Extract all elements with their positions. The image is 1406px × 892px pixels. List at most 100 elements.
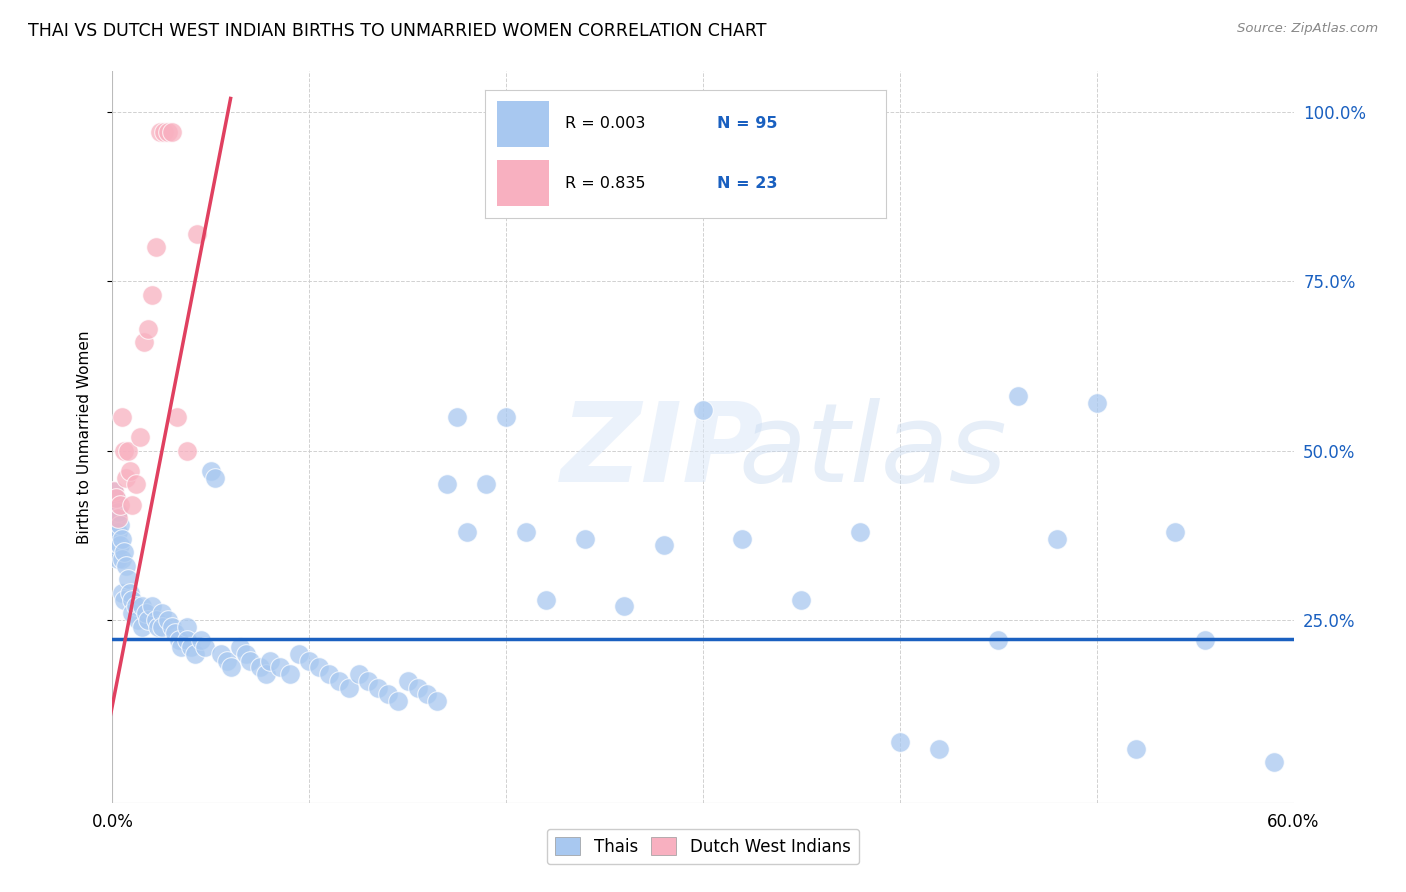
Point bbox=[200, 464, 222, 478]
Point bbox=[135, 606, 157, 620]
Point bbox=[103, 524, 125, 539]
Point bbox=[120, 464, 142, 478]
Point bbox=[574, 532, 596, 546]
Text: atlas: atlas bbox=[738, 398, 1007, 505]
Point bbox=[849, 524, 872, 539]
Point bbox=[112, 545, 135, 559]
Point bbox=[475, 477, 498, 491]
Point bbox=[278, 667, 301, 681]
Point bbox=[249, 660, 271, 674]
Point bbox=[160, 125, 183, 139]
Point bbox=[131, 599, 153, 614]
Point bbox=[121, 592, 143, 607]
Point bbox=[136, 322, 159, 336]
Point bbox=[117, 572, 139, 586]
Point bbox=[131, 620, 153, 634]
Point bbox=[112, 592, 135, 607]
Point bbox=[298, 654, 321, 668]
Point bbox=[254, 667, 277, 681]
Point bbox=[105, 491, 128, 505]
Point bbox=[396, 673, 419, 688]
Point bbox=[692, 403, 714, 417]
Point bbox=[132, 335, 155, 350]
Point bbox=[446, 409, 468, 424]
Point bbox=[318, 667, 340, 681]
Text: ZIP: ZIP bbox=[561, 398, 765, 505]
Point bbox=[259, 654, 281, 668]
Point bbox=[146, 620, 169, 634]
Point bbox=[110, 538, 132, 552]
Point bbox=[160, 620, 183, 634]
Point bbox=[406, 681, 429, 695]
Legend: Thais, Dutch West Indians: Thais, Dutch West Indians bbox=[547, 830, 859, 864]
Point bbox=[180, 640, 202, 654]
Point bbox=[121, 606, 143, 620]
Point bbox=[387, 694, 409, 708]
Point bbox=[111, 552, 134, 566]
Point bbox=[125, 599, 148, 614]
Point bbox=[229, 640, 252, 654]
Point bbox=[136, 613, 159, 627]
Point bbox=[357, 673, 380, 688]
Point bbox=[215, 654, 238, 668]
Point bbox=[987, 633, 1010, 648]
Point bbox=[288, 647, 311, 661]
Point bbox=[239, 654, 262, 668]
Point bbox=[219, 660, 242, 674]
Point bbox=[141, 599, 163, 614]
Point bbox=[1125, 741, 1147, 756]
Point bbox=[125, 477, 148, 491]
Point bbox=[337, 681, 360, 695]
Point bbox=[456, 524, 478, 539]
Point bbox=[204, 471, 226, 485]
Text: Source: ZipAtlas.com: Source: ZipAtlas.com bbox=[1237, 22, 1378, 36]
Point bbox=[111, 586, 134, 600]
Point bbox=[156, 613, 179, 627]
Point bbox=[107, 511, 129, 525]
Text: THAI VS DUTCH WEST INDIAN BIRTHS TO UNMARRIED WOMEN CORRELATION CHART: THAI VS DUTCH WEST INDIAN BIRTHS TO UNMA… bbox=[28, 22, 766, 40]
Point bbox=[1263, 755, 1285, 769]
Point bbox=[416, 688, 439, 702]
Point bbox=[1164, 524, 1187, 539]
Point bbox=[152, 125, 174, 139]
Point bbox=[1046, 532, 1069, 546]
Point bbox=[103, 484, 125, 499]
Point bbox=[652, 538, 675, 552]
Point bbox=[103, 484, 125, 499]
Point bbox=[1194, 633, 1216, 648]
Point bbox=[515, 524, 537, 539]
Point bbox=[1085, 396, 1108, 410]
Point bbox=[209, 647, 232, 661]
Point bbox=[115, 471, 138, 485]
Point bbox=[115, 558, 138, 573]
Point bbox=[176, 620, 198, 634]
Point bbox=[117, 443, 139, 458]
Point bbox=[150, 620, 173, 634]
Point bbox=[110, 498, 132, 512]
Point bbox=[176, 443, 198, 458]
Point bbox=[141, 288, 163, 302]
Point bbox=[377, 688, 399, 702]
Point bbox=[731, 532, 754, 546]
Point bbox=[112, 443, 135, 458]
Point bbox=[121, 498, 143, 512]
Point bbox=[184, 647, 207, 661]
Point bbox=[235, 647, 257, 661]
Point bbox=[105, 538, 128, 552]
Point bbox=[534, 592, 557, 607]
Point bbox=[436, 477, 458, 491]
Point bbox=[166, 409, 188, 424]
Point bbox=[145, 613, 167, 627]
Point bbox=[111, 409, 134, 424]
Point bbox=[613, 599, 636, 614]
Point bbox=[110, 518, 132, 533]
Point bbox=[145, 240, 167, 254]
Point bbox=[120, 586, 142, 600]
Point bbox=[105, 491, 128, 505]
Point bbox=[190, 633, 212, 648]
Point bbox=[107, 505, 129, 519]
Point bbox=[328, 673, 350, 688]
Point bbox=[889, 735, 911, 749]
Point bbox=[1007, 389, 1029, 403]
Point bbox=[169, 633, 191, 648]
